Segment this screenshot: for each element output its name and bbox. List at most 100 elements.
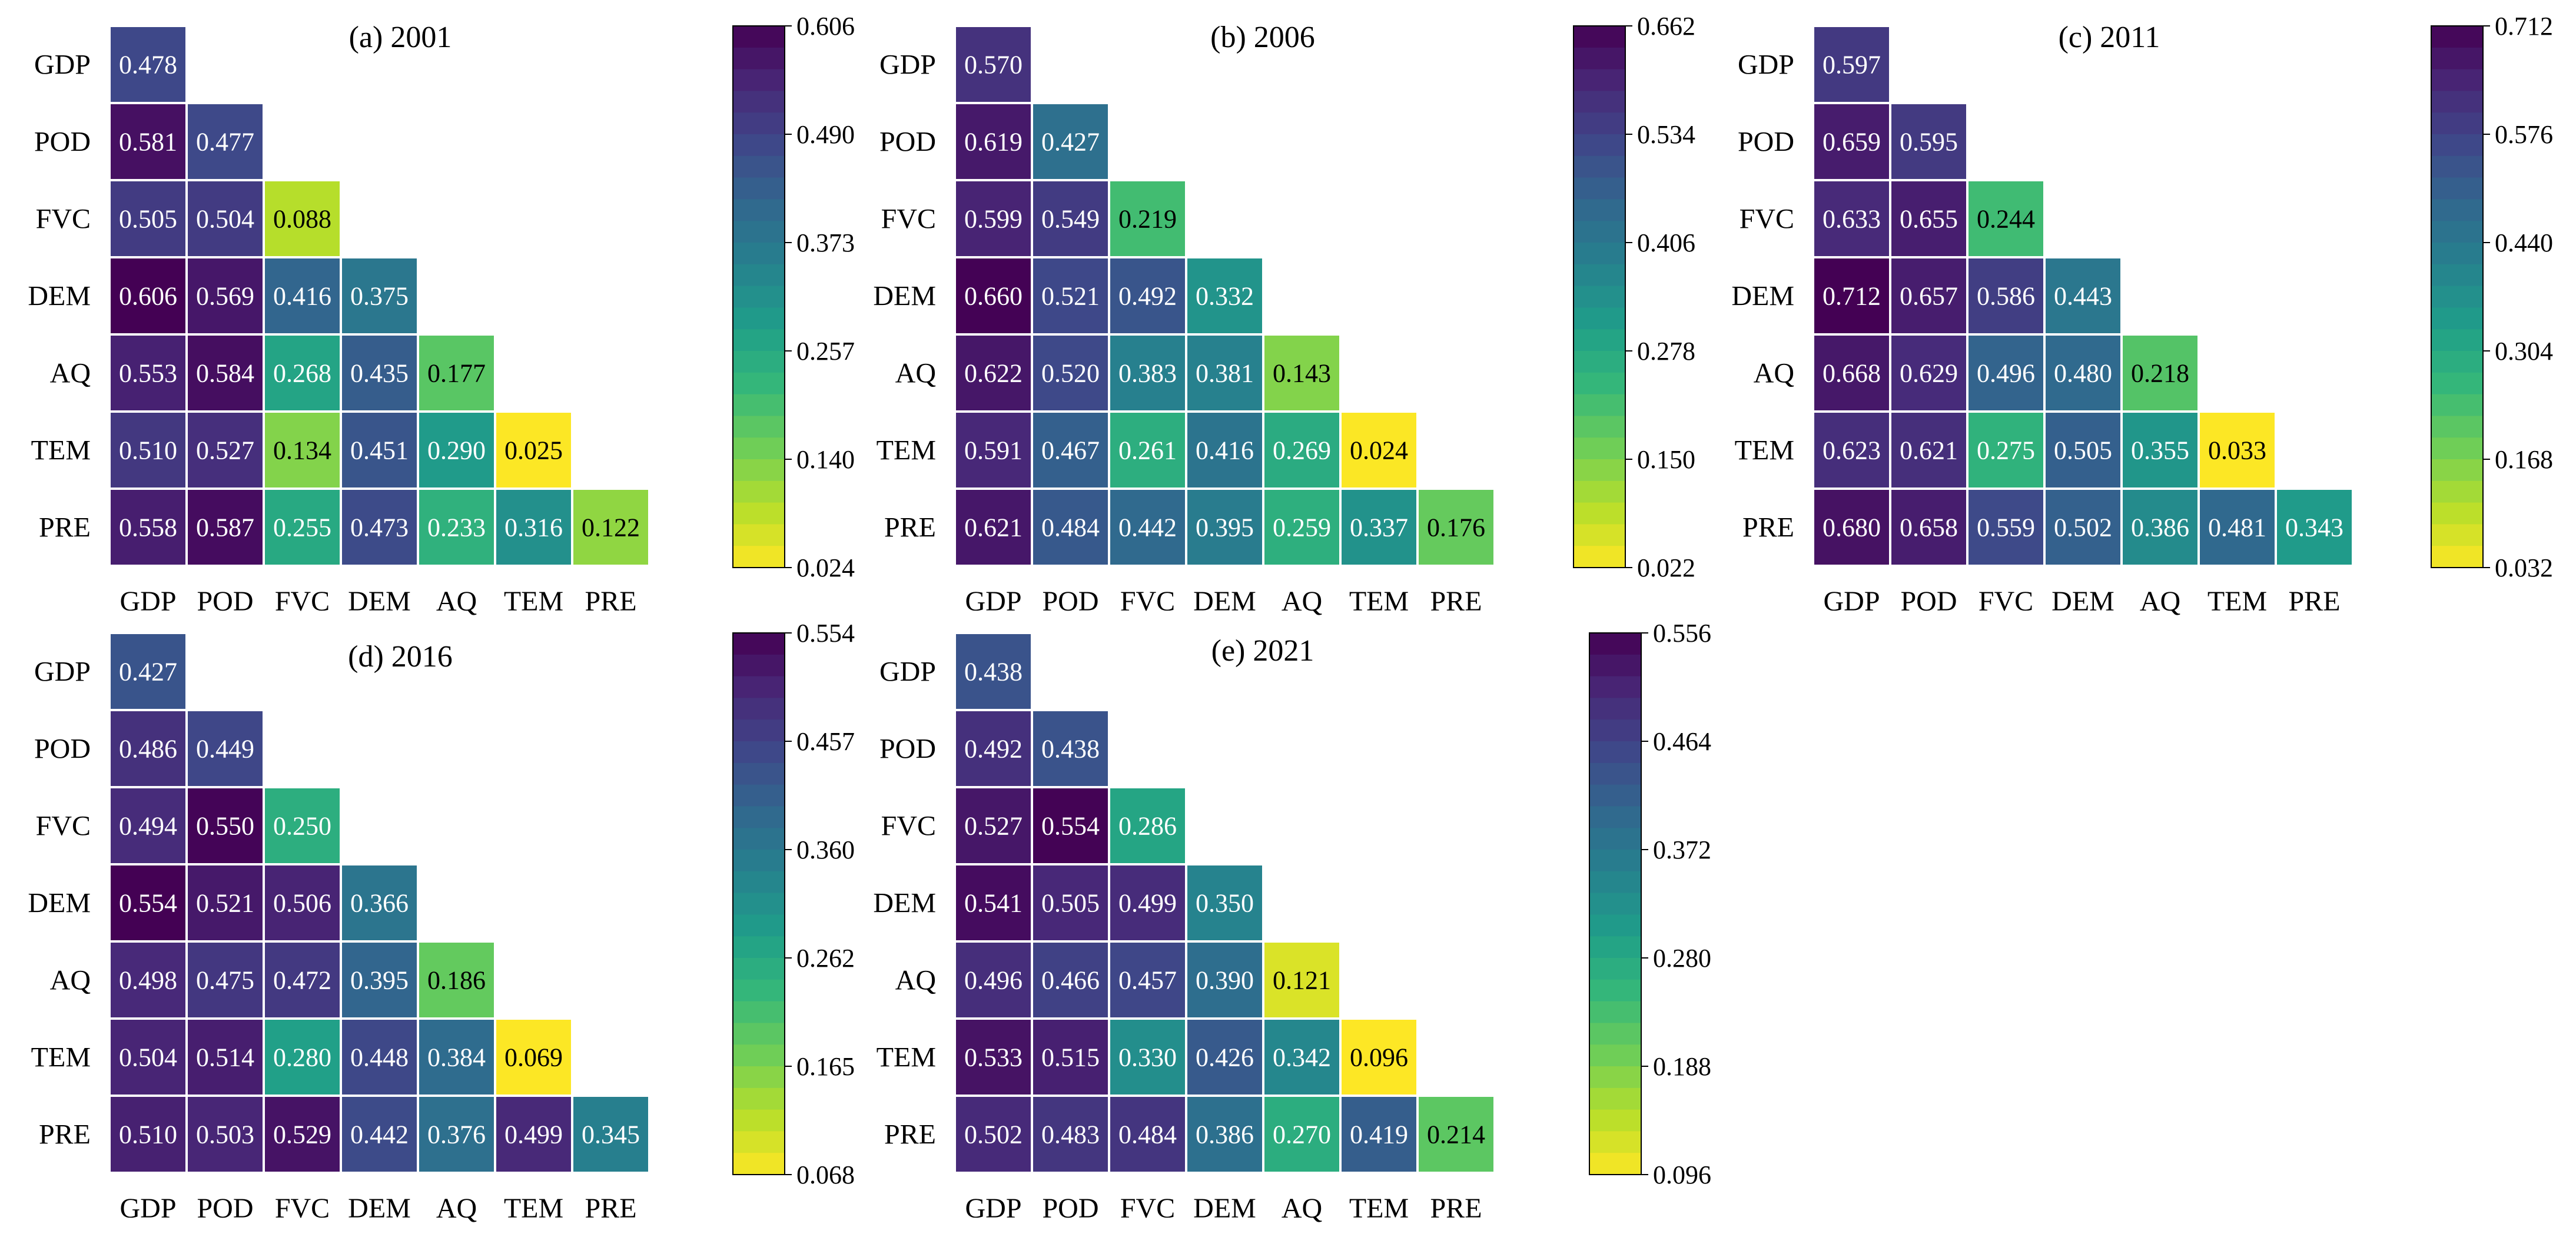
x-tick-label: GDP — [119, 1193, 176, 1224]
heatmap-cell — [340, 940, 419, 1020]
heatmap-cell — [1185, 863, 1264, 943]
cell-value-label: 0.504 — [119, 1043, 177, 1072]
colorbar-step — [2431, 502, 2483, 525]
y-tick-label: GDP — [879, 656, 936, 688]
heatmap-cell — [185, 863, 265, 943]
heatmap-cell — [1108, 1095, 1187, 1174]
heatmap-cell — [1108, 863, 1187, 943]
y-tick-label: TEM — [877, 1042, 936, 1073]
y-tick-label: POD — [34, 127, 91, 158]
colorbar-step — [1574, 221, 1625, 243]
cell-value-label: 0.478 — [119, 51, 177, 79]
heatmap-cell — [108, 410, 188, 490]
cell-value-label: 0.250 — [273, 812, 331, 841]
heatmap-cell — [1262, 940, 1342, 1020]
colorbar-step — [733, 914, 785, 937]
cell-value-label: 0.390 — [1196, 966, 1254, 995]
heatmap-cell — [954, 1095, 1033, 1174]
colorbar-step — [2431, 329, 2483, 351]
colorbar-step — [733, 871, 785, 894]
cell-value-label: 0.345 — [582, 1120, 640, 1149]
x-tick-label: DEM — [1193, 1193, 1256, 1224]
cell-value-label: 0.218 — [2131, 359, 2189, 388]
colorbar-step — [1574, 286, 1625, 309]
colorbar-step — [733, 784, 785, 807]
heatmap-cell — [954, 1017, 1033, 1097]
colorbar-frame — [1573, 25, 1626, 568]
colorbar-step — [1589, 654, 1641, 677]
colorbar-step — [733, 979, 785, 1002]
cell-value-label: 0.504 — [196, 205, 254, 234]
colorbar-tick-label: 0.150 — [1637, 445, 1695, 474]
y-tick-label: GDP — [879, 49, 936, 81]
colorbar-tick-label: 0.406 — [1637, 228, 1695, 257]
y-tick-label: AQ — [50, 358, 91, 389]
cell-value-label: 0.622 — [964, 359, 1023, 388]
heatmap-cell — [571, 1095, 650, 1174]
colorbar-step — [1589, 676, 1641, 699]
colorbar-tick-label: 0.490 — [796, 120, 855, 149]
heatmap-cell — [108, 487, 188, 567]
cell-value-label: 0.586 — [1977, 282, 2035, 311]
colorbar-tick-label: 0.024 — [796, 553, 855, 582]
heatmap-cell — [340, 256, 419, 336]
heatmap-cell — [2043, 487, 2123, 567]
colorbar-step — [1574, 480, 1625, 503]
cell-value-label: 0.584 — [196, 359, 254, 388]
colorbar-step — [1574, 307, 1625, 330]
cell-value-label: 0.255 — [273, 513, 331, 542]
colorbar-step — [2431, 243, 2483, 265]
cell-value-label: 0.419 — [1350, 1120, 1408, 1149]
cell-value-label: 0.381 — [1196, 359, 1254, 388]
heatmap-cell — [108, 25, 188, 104]
x-tick-label: POD — [1042, 586, 1098, 617]
colorbar-tick-label: 0.262 — [796, 944, 855, 973]
heatmap-cell — [185, 940, 265, 1020]
y-tick-label: TEM — [1735, 435, 1794, 466]
x-tick-label: TEM — [504, 1193, 563, 1224]
colorbar-step — [1574, 112, 1625, 135]
colorbar-step — [733, 307, 785, 330]
colorbar-tick-label: 0.440 — [2495, 228, 2553, 257]
cell-value-label: 0.337 — [1350, 513, 1408, 542]
cell-value-label: 0.581 — [119, 128, 177, 157]
x-tick-label: PRE — [2288, 586, 2340, 617]
colorbar-step — [733, 698, 785, 720]
colorbar-step — [1589, 633, 1641, 655]
x-tick-label: AQ — [436, 586, 477, 617]
colorbar-frame — [732, 632, 785, 1175]
heatmap-cell — [1339, 487, 1419, 567]
colorbar-step — [1589, 1023, 1641, 1045]
colorbar-step — [733, 221, 785, 243]
cell-value-label: 0.233 — [427, 513, 486, 542]
y-tick-label: POD — [34, 734, 91, 765]
heatmap-cell — [2120, 487, 2200, 567]
colorbar-step — [733, 1131, 785, 1153]
heatmap-cell — [494, 1017, 573, 1097]
x-tick-label: TEM — [504, 586, 563, 617]
colorbar-step — [733, 134, 785, 157]
cell-value-label: 0.214 — [1427, 1120, 1485, 1149]
colorbar-step — [733, 47, 785, 70]
colorbar-tick-label: 0.576 — [2495, 120, 2553, 149]
colorbar-step — [2431, 437, 2483, 460]
heatmap-cell — [1262, 1017, 1342, 1097]
x-tick-label: FVC — [1120, 1193, 1175, 1224]
cell-value-label: 0.480 — [2054, 359, 2112, 388]
colorbar-step — [1574, 394, 1625, 417]
cell-value-label: 0.554 — [1041, 812, 1100, 841]
heatmap-cell — [1339, 1017, 1419, 1097]
y-tick-label: TEM — [31, 435, 91, 466]
y-tick-label: PRE — [39, 1119, 91, 1150]
y-tick-label: PRE — [884, 512, 936, 543]
colorbar-step — [2431, 394, 2483, 417]
heatmap-cell — [1108, 487, 1187, 567]
heatmap-cell — [108, 102, 188, 181]
colorbar-step — [733, 177, 785, 200]
x-tick-label: FVC — [1979, 586, 2033, 617]
y-tick-label: POD — [1738, 127, 1794, 158]
x-tick-label: GDP — [965, 586, 1021, 617]
colorbar-step — [733, 654, 785, 677]
y-tick-label: DEM — [1731, 281, 1794, 312]
cell-value-label: 0.442 — [1118, 513, 1177, 542]
